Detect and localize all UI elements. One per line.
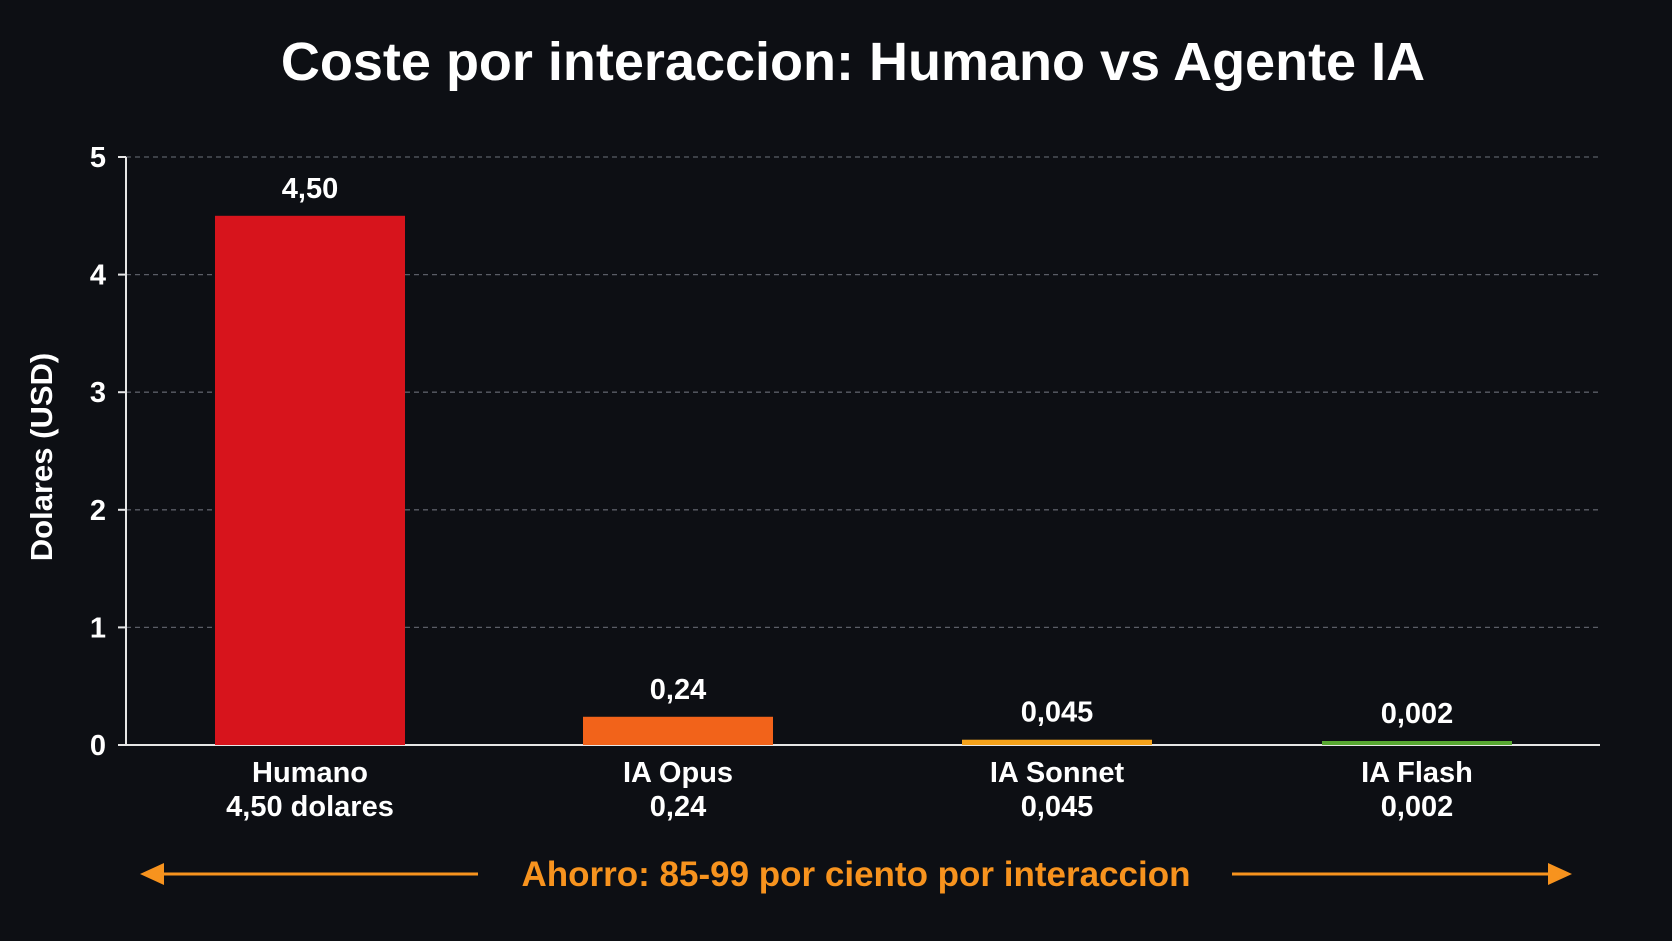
data-label: 0,24 xyxy=(650,674,706,706)
y-tick-label: 1 xyxy=(90,612,106,644)
data-label: 0,002 xyxy=(1381,698,1454,730)
y-tick-labels: 0 1 2 3 4 5 xyxy=(90,142,106,762)
x-tick-sublabel: 0,24 xyxy=(650,791,706,823)
bar-ia-sonnet xyxy=(962,739,1152,745)
y-tick-label: 3 xyxy=(90,377,106,409)
y-tick-label: 2 xyxy=(90,495,106,527)
bar-ia-flash xyxy=(1322,741,1512,745)
arrow-left-icon xyxy=(140,863,164,885)
data-label: 0,045 xyxy=(1021,697,1094,729)
chart-title: Coste por interaccion: Humano vs Agente … xyxy=(281,32,1425,92)
x-tick-label: Humano xyxy=(252,757,368,789)
y-tick-label: 0 xyxy=(90,730,106,762)
savings-label: Ahorro: 85-99 por ciento por interaccion xyxy=(522,855,1191,894)
y-tick-label: 5 xyxy=(90,142,106,174)
x-tick-sublabel: 4,50 dolares xyxy=(226,791,394,823)
x-tick-label: IA Flash xyxy=(1361,757,1473,789)
y-tick-label: 4 xyxy=(90,260,106,292)
savings-annotation: Ahorro: 85-99 por ciento por interaccion xyxy=(140,855,1572,894)
x-tick-sublabel: 0,045 xyxy=(1021,791,1094,823)
data-label: 4,50 xyxy=(282,173,338,205)
x-tick-sublabel: 0,002 xyxy=(1381,791,1454,823)
bars xyxy=(215,215,1512,746)
x-tick-label: IA Opus xyxy=(623,757,733,789)
y-axis-label: Dolares (USD) xyxy=(24,353,59,561)
data-labels: 4,50 0,24 0,045 0,002 xyxy=(282,173,1454,730)
x-tick-label: IA Sonnet xyxy=(990,757,1125,789)
bar-ia-opus xyxy=(583,716,773,745)
arrow-right-icon xyxy=(1548,863,1572,885)
bar-humano xyxy=(215,215,405,746)
